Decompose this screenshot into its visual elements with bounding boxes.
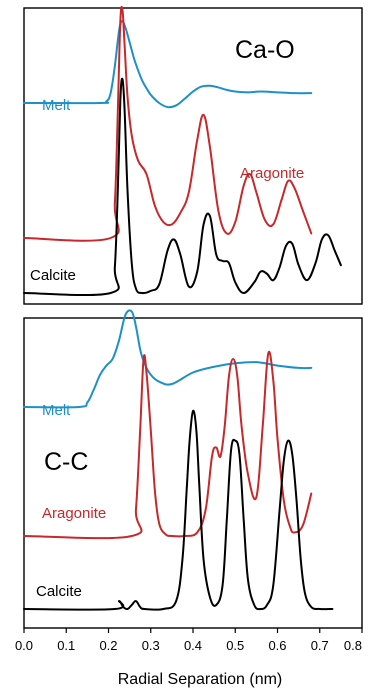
- series-line-aragonite-ca-o: [23, 5, 313, 242]
- curves-layer: [23, 5, 342, 611]
- series-label-melt-c-c: Melt: [42, 402, 71, 419]
- series-line-calcite-ca-o: [23, 77, 342, 297]
- series-label-aragonite-ca-o: Aragonite: [240, 165, 304, 182]
- series-line-aragonite-c-c: [23, 350, 313, 540]
- x-tick-label: 0.5: [226, 638, 244, 653]
- panel-c-c-title: C-C: [44, 448, 88, 476]
- panel-ca-o-frame: [23, 7, 363, 305]
- x-tick-label: 0.1: [57, 638, 75, 653]
- x-tick-label: 0.7: [311, 638, 329, 653]
- x-tick-label: 0.8: [344, 638, 362, 653]
- series-line-melt-ca-o: [23, 19, 313, 109]
- series-line-calcite-c-c: [23, 409, 334, 611]
- series-label-calcite-ca-o: Calcite: [30, 267, 76, 284]
- panel-c-c-frame: [23, 317, 363, 629]
- series-line-melt-c-c: [23, 309, 313, 409]
- panel-ca-o-title: Ca-O: [235, 36, 295, 64]
- series-label-calcite-c-c: Calcite: [36, 583, 82, 600]
- x-axis: 0.0 0.1 0.2 0.3 0.4 0.5 0.6 0.7 0.8: [15, 628, 363, 653]
- x-tick-label: 0.2: [99, 638, 117, 653]
- text-layer: Ca-O Melt Aragonite Calcite C-C Melt Ara…: [30, 36, 304, 600]
- series-label-aragonite-c-c: Aragonite: [42, 505, 106, 522]
- x-tick-label: 0.6: [268, 638, 286, 653]
- x-tick-label: 0.3: [142, 638, 160, 653]
- x-tick-label: 0.0: [15, 638, 33, 653]
- x-tick-label: 0.4: [184, 638, 202, 653]
- series-label-melt-ca-o: Melt: [42, 97, 71, 114]
- x-axis-label: Radial Separation (nm): [118, 671, 283, 688]
